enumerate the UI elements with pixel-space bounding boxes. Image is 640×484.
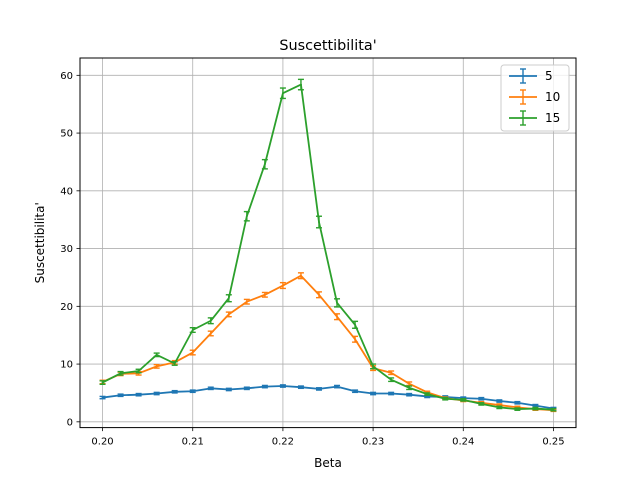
data-point [498,404,501,406]
x-tick-label: 0.21 [182,437,204,448]
data-point [480,403,483,405]
data-point [209,332,212,335]
data-point [245,215,248,218]
data-point [173,390,176,393]
y-tick-label: 50 [60,129,73,140]
y-tick-label: 0 [67,417,73,428]
data-point [336,301,338,304]
data-point [191,329,194,331]
legend-label: 10 [545,90,560,104]
data-point [155,392,158,395]
data-point [372,392,374,395]
x-axis: 0.20 0.21 0.22 0.23 0.24 0.25 [91,427,565,448]
data-point [245,300,248,303]
plot-frame [79,57,577,429]
data-point [155,365,158,368]
x-axis-label: Beta [314,456,342,470]
data-point [263,385,266,388]
y-tick-label: 20 [60,302,73,313]
data-point [263,293,266,296]
data-point [498,400,501,402]
legend-label: 15 [545,111,560,125]
data-point [354,338,356,341]
series-15 [99,78,557,412]
data-point [155,353,158,356]
data-point [300,386,302,389]
data-point [318,293,320,296]
y-tick-label: 10 [60,360,73,371]
data-point [354,323,356,326]
data-point [552,408,555,411]
data-point [209,319,212,322]
data-point [390,371,393,374]
y-axis: 0 10 20 30 40 50 60 [60,71,80,428]
data-point [101,381,104,384]
data-point [101,396,104,399]
data-point [282,284,284,287]
data-point [390,378,393,381]
data-point [173,362,176,365]
x-tick-label: 0.22 [272,437,294,448]
legend-item-15: 15 [509,110,560,126]
x-tick-label: 0.24 [452,437,474,448]
data-point [209,387,212,390]
data-point [119,394,122,397]
data-point [191,390,194,393]
data-point [282,92,284,95]
data-point [318,221,320,223]
data-point [336,385,338,388]
data-point [516,408,519,411]
y-tick-label: 30 [60,244,73,255]
series-line [102,385,554,410]
legend-label: 5 [545,69,553,83]
data-point [372,365,374,368]
data-point [408,386,411,389]
data-point [245,387,248,390]
chart-title: Suscettibilita' [279,38,376,54]
y-tick-label: 40 [60,186,73,197]
data-point [300,83,302,86]
data-point [408,382,411,385]
y-axis-label: Suscettibilita' [33,202,47,283]
data-point [119,372,122,375]
data-point [444,397,447,400]
y-tick-label: 60 [60,71,73,82]
data-point [137,393,140,396]
data-point [534,407,537,410]
data-point [227,313,230,316]
data-point [426,395,429,398]
data-point [480,397,483,400]
data-point [300,274,302,277]
data-point [534,404,537,407]
data-point [191,351,194,354]
data-point [516,401,519,404]
x-tick-label: 0.20 [91,437,113,448]
data-point [462,398,465,401]
series-line [102,83,554,411]
data-point [408,393,411,396]
data-point [498,406,501,409]
series-layer [99,78,557,413]
data-point [227,388,230,391]
grid [80,58,576,428]
data-point [263,163,266,166]
data-point [318,388,320,390]
data-point [282,385,284,387]
data-point [227,297,230,300]
data-point [336,315,338,318]
legend-item-10: 10 [509,89,560,105]
data-point [390,392,393,395]
legend: 5 10 15 [500,64,570,132]
x-tick-label: 0.25 [542,437,564,448]
data-point [354,390,356,393]
legend-box [500,64,570,132]
x-tick-label: 0.23 [362,437,384,448]
data-point [426,393,429,396]
legend-item-5: 5 [509,68,553,84]
data-point [137,370,140,372]
